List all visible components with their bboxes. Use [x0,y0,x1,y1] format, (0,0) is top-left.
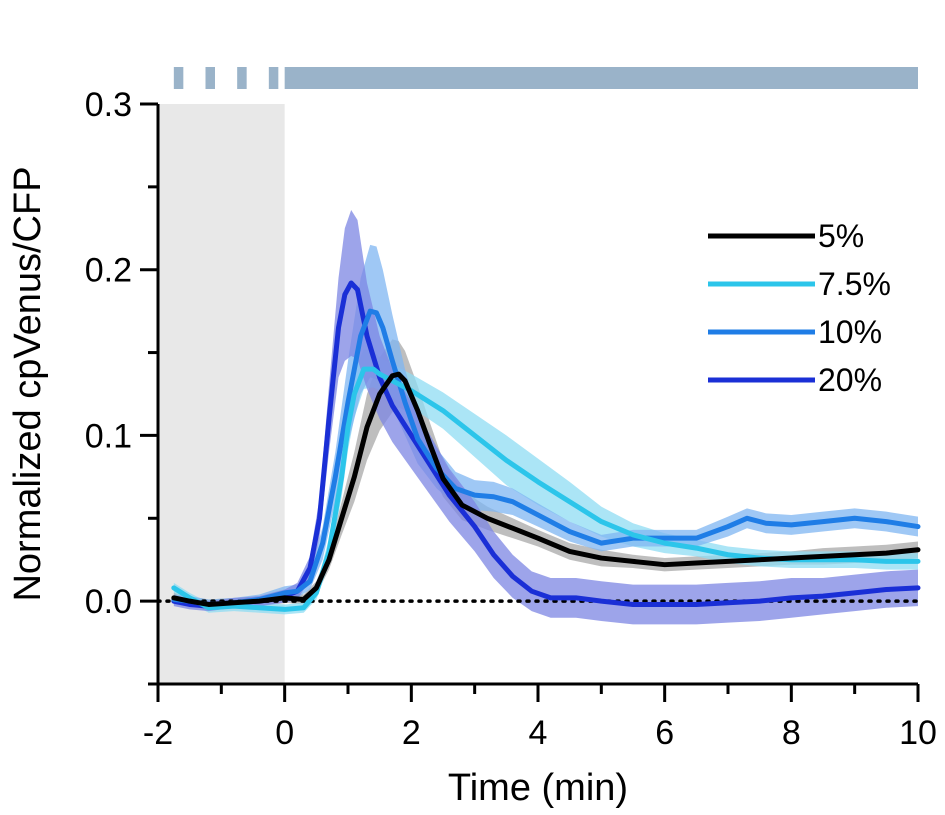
series-lines [171,280,921,612]
x-axis-ticks: -2 0 2 4 6 8 10 [143,684,937,752]
series-line-1 [171,366,921,612]
stimulus-pulse-2 [237,67,247,89]
y-tick-label: 0.0 [85,583,132,621]
y-tick-label: 0.3 [85,86,132,124]
legend-label-0: 5% [818,218,864,254]
stimulus-pulse-1 [205,67,215,89]
stimulus-bar [173,67,919,89]
legend-label-1: 7.5% [818,266,891,302]
x-tick-label: 2 [402,714,421,752]
x-tick-label: 8 [782,714,801,752]
legend: 5% 7.5% 10% 20% [708,218,891,398]
x-axis-title: Time (min) [448,767,628,809]
legend-label-2: 10% [818,314,882,350]
y-axis-title: Normalized cpVenus/CFP [7,166,49,601]
stimulus-pulse-0 [173,67,184,89]
x-tick-label: -2 [143,714,173,752]
stimulus-continuous [284,67,919,89]
stimulus-pulse-3 [268,67,279,89]
x-tick-label: 6 [655,714,674,752]
y-tick-label: 0.2 [85,252,132,290]
y-axis-ticks: 0.0 0.1 0.2 0.3 [85,86,158,686]
x-tick-label: 4 [529,714,548,752]
x-tick-label: 0 [275,714,294,752]
error-band-1 [173,349,919,615]
legend-label-3: 20% [818,362,882,398]
x-tick-label: 10 [899,714,937,752]
series-line-0 [171,371,921,607]
y-tick-label: 0.1 [85,417,132,455]
